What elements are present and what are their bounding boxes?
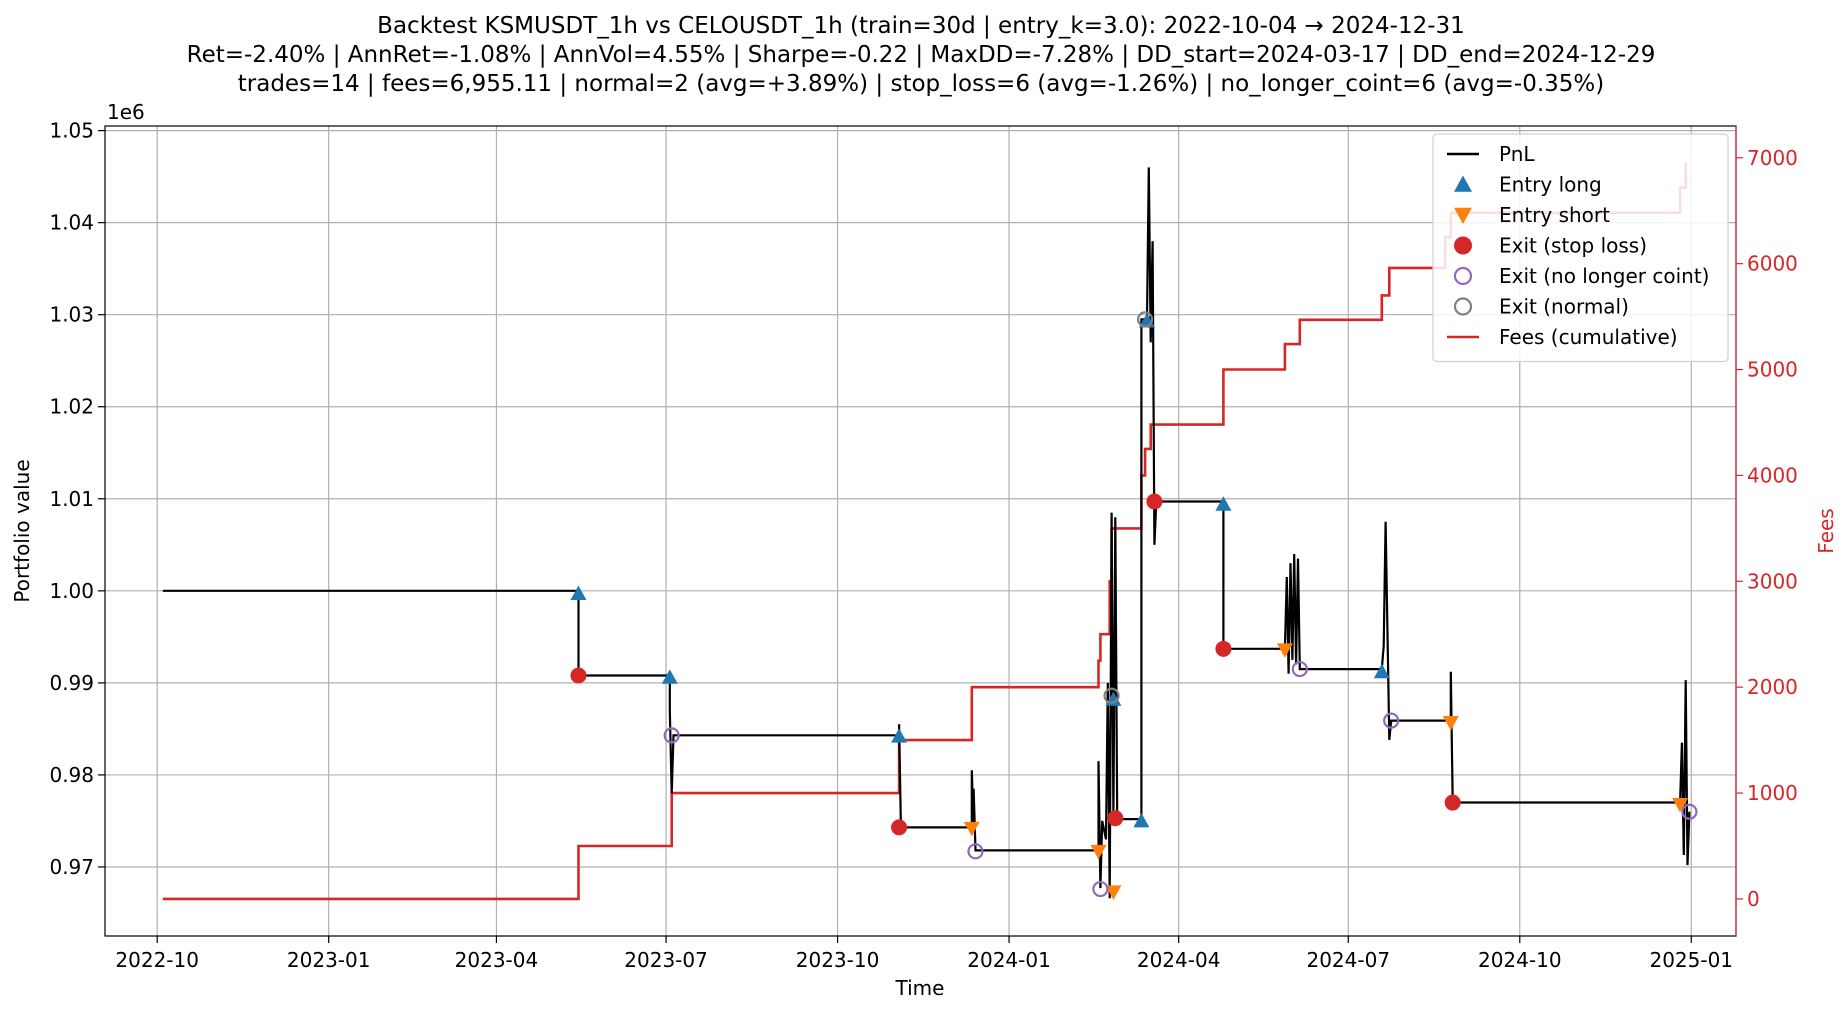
legend-swatch	[1453, 266, 1473, 286]
chart-title-line-3: trades=14 | fees=6,955.11 | normal=2 (av…	[238, 71, 1604, 97]
y-offset-label: 1e6	[107, 100, 145, 124]
legend-swatch	[1454, 207, 1472, 224]
entry-short-marker	[1442, 716, 1459, 731]
exit-stop-loss-marker	[570, 667, 587, 684]
exit-stop-loss-marker	[1215, 640, 1232, 657]
exit-stop-loss-marker	[891, 819, 908, 836]
y-tick-label: 1.03	[49, 303, 94, 327]
grid	[105, 126, 1736, 936]
legend-swatch	[1453, 297, 1473, 316]
entry-short-marker	[1090, 844, 1107, 860]
exit-normal-marker	[1137, 311, 1154, 328]
pnl-series	[162, 167, 1691, 899]
pnl-line	[162, 167, 1691, 899]
entry-short-marker	[1276, 643, 1293, 658]
entry-long-marker	[1373, 663, 1390, 679]
entry-short-marker	[1672, 797, 1689, 813]
y-tick-label: 1.01	[49, 487, 94, 511]
y-right-tick-label: 6000	[1747, 252, 1798, 276]
y-right-tick-label: 5000	[1747, 358, 1798, 382]
y-right-tick-label: 4000	[1747, 463, 1798, 487]
legend-label: Entry short	[1499, 203, 1610, 227]
y-right-tick-label: 3000	[1747, 569, 1798, 593]
chart-title-line-2: Ret=-2.40% | AnnRet=-1.08% | AnnVol=4.55…	[187, 42, 1656, 68]
x-tick-label: 2022-10	[115, 948, 199, 972]
legend-label: Fees (cumulative)	[1499, 325, 1678, 349]
y-axis-label: Portfolio value	[10, 459, 34, 602]
legend-label: Entry long	[1499, 173, 1602, 197]
x-tick-label: 2024-07	[1306, 948, 1390, 972]
legend-label: PnL	[1499, 142, 1535, 166]
legend-label: Exit (normal)	[1499, 295, 1629, 319]
exit-no-longer-coint-marker	[967, 843, 984, 860]
x-axis-label: Time	[895, 976, 945, 1000]
exit-stop-loss-marker	[1146, 493, 1163, 510]
legend-label: Exit (no longer coint)	[1499, 264, 1709, 288]
exit-no-longer-coint-marker	[663, 727, 680, 744]
x-axis: 2022-10 2023-01 2023-04 2023-07 2023-10 2024-…	[115, 936, 1733, 972]
legend-swatch	[1454, 236, 1472, 255]
chart-title-line-1: Backtest KSMUSDT_1h vs CELOUSDT_1h (trai…	[377, 13, 1465, 39]
legend-box	[1432, 133, 1729, 363]
x-tick-label: 2024-04	[1137, 948, 1221, 972]
y-right-tick-label: 7000	[1747, 146, 1798, 170]
exit-no-longer-coint-marker	[1291, 660, 1308, 678]
y-tick-label: 1.00	[49, 579, 94, 603]
y-tick-label: 0.98	[49, 763, 94, 787]
x-tick-label: 2023-10	[796, 948, 880, 972]
y-right-tick-label: 1000	[1747, 781, 1798, 805]
y-tick-label: 0.97	[49, 855, 94, 879]
y-tick-label: 1.04	[49, 211, 94, 235]
x-tick-label: 2024-10	[1478, 948, 1562, 972]
exit-no-longer-coint-marker	[1383, 712, 1400, 729]
legend-label: Exit (stop loss)	[1499, 234, 1647, 258]
y-tick-label: 1.02	[49, 395, 94, 419]
y-right-tick-label: 2000	[1747, 675, 1798, 699]
entry-long-marker	[570, 585, 587, 600]
x-tick-label: 2023-01	[287, 948, 371, 972]
exit-no-longer-coint-marker	[1681, 803, 1698, 820]
x-tick-label: 2023-04	[455, 948, 539, 972]
x-tick-label: 2024-01	[967, 948, 1051, 972]
entry-long-marker	[1133, 812, 1150, 828]
legend: PnL Entry long Entry short Exit (stop loss)…	[1432, 133, 1729, 363]
x-tick-label: 2023-07	[624, 948, 708, 972]
exit-no-longer-coint-marker	[1092, 880, 1109, 898]
exit-stop-loss-marker	[1107, 810, 1124, 827]
trade-markers	[570, 311, 1698, 900]
y-tick-label: 0.99	[49, 671, 94, 695]
entry-short-marker	[1105, 885, 1122, 900]
y-axis-right: 0 1000 2000 3000 4000 5000 6000 7000	[1735, 126, 1798, 936]
legend-swatch	[1454, 175, 1472, 192]
y-right-tick-label: 0	[1747, 887, 1760, 911]
entry-long-marker	[661, 669, 678, 684]
exit-stop-loss-marker	[1444, 794, 1461, 811]
exit-normal-marker	[1103, 687, 1120, 704]
y-axis-left: 0.97 0.98 0.99 1.00 1.01 1.02 1.03 1.04 1.05	[49, 119, 105, 879]
entry-long-marker	[1215, 496, 1232, 511]
y-tick-label: 1.05	[49, 119, 94, 143]
x-tick-label: 2025-01	[1649, 948, 1733, 972]
y-right-axis-label: Fees	[1814, 508, 1838, 553]
entry-short-marker	[963, 821, 980, 837]
entry-long-marker	[891, 728, 908, 743]
